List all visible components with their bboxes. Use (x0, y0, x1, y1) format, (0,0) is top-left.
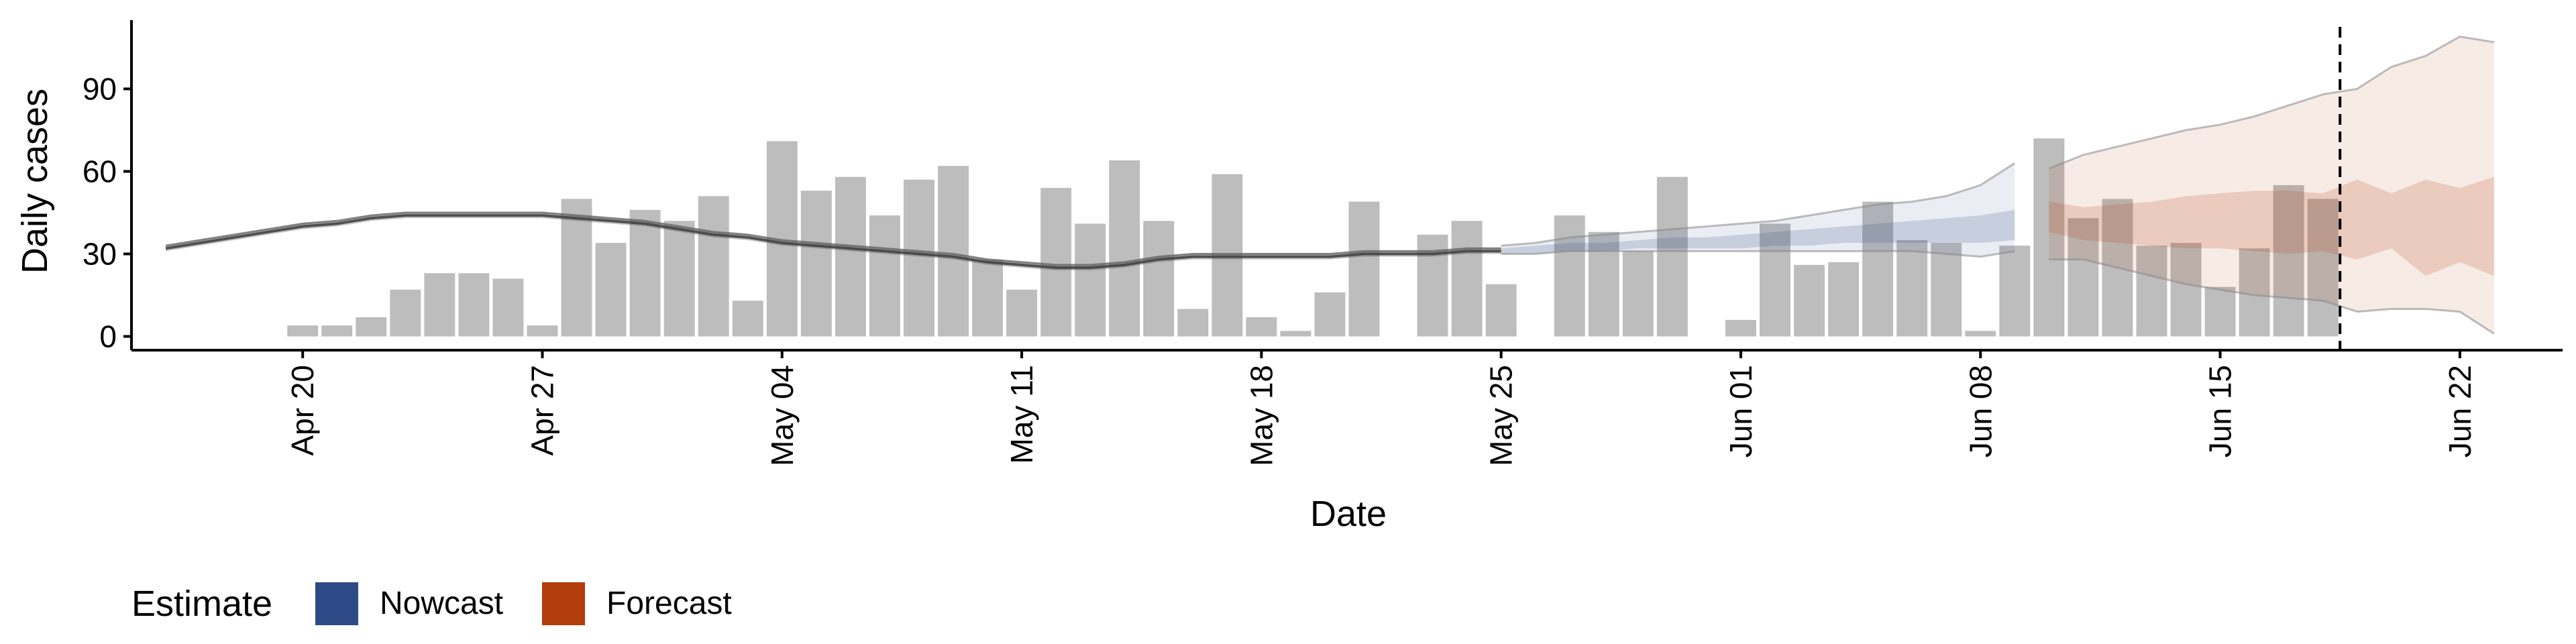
observed-bar (938, 166, 969, 337)
observed-bar (321, 325, 353, 337)
x-axis-label: Date (1310, 494, 1387, 534)
x-tick-label: Apr 20 (285, 365, 320, 456)
estimate-lines (165, 36, 2495, 335)
observed-bar (2068, 218, 2099, 337)
trend-band (166, 213, 1501, 271)
observed-bar (663, 221, 695, 337)
x-tick-label: Jun 15 (2203, 365, 2238, 458)
observed-bar (1075, 223, 1106, 337)
legend-swatch-forecast (542, 582, 585, 625)
observed-bar (1725, 319, 1756, 337)
x-tick-label: Jun 08 (1963, 365, 1998, 458)
observed-bar (1109, 160, 1140, 337)
observed-bar (1896, 240, 1928, 337)
observed-bar (1177, 309, 1209, 337)
observed-bar (2239, 248, 2270, 337)
forecast-upper-edge (2048, 36, 2495, 170)
observed-bar (356, 317, 387, 337)
observed-bar (2136, 246, 2167, 337)
nowcast-inner-band (1501, 209, 2015, 254)
observed-bar (1828, 262, 1860, 337)
trend-line (165, 214, 1501, 269)
observed-bar (2033, 138, 2065, 337)
observed-bar (2273, 185, 2304, 337)
observed-bar (869, 215, 900, 337)
observed-bar (390, 289, 421, 337)
observed-bar (1006, 289, 1038, 337)
observed-bar (1622, 251, 1654, 337)
observed-bar (698, 196, 729, 337)
observed-bar (1348, 201, 1380, 337)
observed-bar (561, 199, 592, 337)
observed-bar (1212, 174, 1243, 337)
observed-bar (1143, 221, 1175, 337)
x-tick-label: Jun 22 (2443, 365, 2477, 458)
forecast-inner-band (2049, 176, 2494, 276)
observed-bar (1451, 221, 1483, 337)
observed-bar (1588, 231, 1619, 337)
observed-bar (287, 325, 319, 337)
nowcast-upper-edge (1501, 162, 2016, 247)
forecast-outer-band (2049, 36, 2494, 334)
observed-bar (835, 176, 866, 337)
observed-bar (458, 273, 490, 337)
observed-bar (595, 243, 627, 337)
observed-bar (527, 325, 558, 337)
y-tick-label: 0 (99, 319, 117, 354)
nowcast-lower-edge (1501, 250, 2015, 258)
observed-bar (1999, 246, 2031, 337)
observed-bar (1794, 264, 1825, 337)
forecast-lower-edge (2049, 258, 2495, 335)
y-tick-label: 90 (83, 72, 117, 107)
y-axis-ticks: 0 30 60 90 (83, 72, 131, 354)
x-axis-ticks: Apr 20 Apr 27 May 04 May 11 May 18 May 25 Jun … (285, 350, 2477, 466)
x-tick-label: May 11 (1004, 365, 1039, 464)
x-tick-label: May 25 (1484, 365, 1519, 466)
legend: Estimate Nowcast Forecast (131, 582, 732, 625)
legend-label-forecast: Forecast (606, 586, 732, 621)
observed-bar (2204, 286, 2236, 337)
legend-swatch-nowcast (315, 582, 358, 625)
x-tick-label: Apr 27 (525, 365, 560, 456)
x-tick-label: May 18 (1244, 365, 1279, 466)
observed-bar (1040, 188, 1072, 337)
observed-bar (2307, 199, 2339, 337)
legend-label-nowcast: Nowcast (380, 586, 503, 621)
observed-bar (904, 179, 934, 337)
observed-bar (1965, 331, 1996, 337)
x-tick-label: Jun 01 (1723, 365, 1758, 458)
observed-bar (424, 273, 455, 337)
observed-bar (1554, 215, 1585, 337)
observed-bar (629, 209, 661, 337)
y-tick-label: 60 (83, 154, 117, 189)
y-tick-label: 30 (83, 237, 117, 272)
observed-bar (1931, 243, 1962, 337)
x-tick-label: May 04 (765, 365, 800, 466)
observed-bar (732, 301, 763, 337)
axes (130, 20, 2563, 352)
observed-bar (800, 191, 832, 337)
legend-title: Estimate (131, 584, 272, 624)
observed-bar (1246, 317, 1277, 337)
y-axis-label: Daily cases (15, 89, 55, 274)
observed-bar (1656, 176, 1688, 337)
observed-bar (1485, 284, 1517, 337)
observed-bar (972, 259, 1004, 337)
observed-bar (1280, 331, 1311, 337)
observed-bar (1760, 223, 1790, 337)
observed-bar (1862, 201, 1894, 337)
trend-upper-line (165, 211, 1501, 266)
observed-bar (1314, 292, 1346, 337)
observed-bar (2170, 243, 2202, 337)
observed-bar (492, 278, 524, 337)
observed-bars (287, 138, 2339, 337)
